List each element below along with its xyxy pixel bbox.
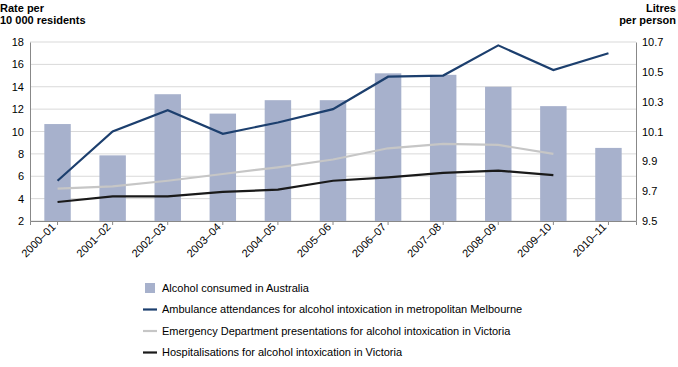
tick-label: 9.7: [642, 185, 657, 197]
tick-label: 14: [12, 81, 24, 93]
legend-label: Ambulance attendances for alcohol intoxi…: [162, 303, 522, 315]
axis-line: [30, 43, 31, 222]
tick-label: 2004–05: [239, 221, 278, 260]
tick-label: 2010–11: [570, 221, 608, 259]
legend-label: Alcohol consumed in Australia: [162, 282, 310, 294]
tick: 2000–01: [19, 221, 58, 260]
grid: [30, 42, 636, 221]
tick-label: 10.3: [642, 96, 663, 108]
bar: [430, 75, 456, 221]
grid-line: [30, 64, 636, 65]
tick: 9.7: [636, 185, 657, 197]
tick: 2006–07: [349, 221, 388, 260]
line: [58, 171, 554, 202]
tick: 10.7: [636, 36, 663, 48]
tick: 2003–04: [184, 221, 223, 260]
tick-label: 2: [18, 215, 24, 227]
tick: 10: [12, 126, 30, 138]
bar: [595, 148, 621, 221]
plot-area: [44, 45, 621, 221]
chart: 2 4 6 8 10 12 14 16 18 9.5 9.7 9.9 10.1 10.3 10.5 10.7 2…: [0, 0, 678, 367]
tick: 4: [18, 193, 30, 205]
tick-mark: [277, 221, 278, 225]
tick-label: 2007–08: [405, 221, 444, 260]
line: [58, 144, 554, 189]
tick-label: 2006–07: [349, 221, 388, 260]
tick-label: 2008–09: [460, 221, 499, 260]
tick-label: 16: [12, 58, 24, 70]
bar: [540, 106, 566, 221]
x-axis: 2000–01 2001–02 2002–03 2003–04 2004–05 2005–…: [19, 221, 637, 260]
tick-mark: [498, 221, 499, 225]
tick: 9.5: [636, 215, 657, 227]
axis-title: Litresper person: [619, 2, 676, 26]
tick-label: 2009–10: [515, 221, 554, 260]
tick-label: 9.5: [642, 215, 657, 227]
tick-label: 8: [18, 148, 24, 160]
legend-swatch: [143, 351, 157, 353]
tick-mark: [388, 221, 389, 225]
tick: 14: [12, 81, 30, 93]
tick-label: 18: [12, 36, 24, 48]
tick-label: 9.9: [642, 155, 657, 167]
bar: [99, 155, 125, 221]
tick: 2001–02: [74, 221, 113, 260]
grid-line: [30, 86, 636, 87]
y-axis: 2 4 6 8 10 12 14 16 18: [12, 36, 31, 227]
tick-label: 10.1: [642, 126, 663, 138]
tick-label: 10: [12, 126, 24, 138]
tick: 18: [12, 36, 30, 48]
tick-label: 2002–03: [129, 221, 168, 260]
tick-label: 2003–04: [184, 221, 223, 260]
tick: 2008–09: [460, 221, 499, 260]
legend-label: Emergency Department presentations for a…: [162, 325, 511, 337]
tick-mark: [553, 221, 554, 225]
legend: Alcohol consumed in Australia Ambulance a…: [143, 282, 522, 359]
tick-label: 2005–06: [294, 221, 333, 260]
tick: 10.3: [636, 96, 663, 108]
tick: 2: [18, 215, 30, 227]
tick-label: 10.5: [642, 66, 663, 78]
tick-label: 2001–02: [74, 221, 113, 260]
tick: 10.1: [636, 126, 663, 138]
tick: 2004–05: [239, 221, 278, 260]
tick-label: 2000–01: [19, 221, 58, 260]
tick-mark: [57, 221, 58, 225]
tick: 2007–08: [405, 221, 444, 260]
tick-label: 10.7: [642, 36, 663, 48]
tick-mark: [608, 221, 609, 225]
axis-line: [636, 43, 637, 222]
y2-axis: 9.5 9.7 9.9 10.1 10.3 10.5 10.7: [636, 36, 663, 227]
legend-swatch: [145, 283, 155, 293]
tick-mark: [333, 221, 334, 225]
tick: 12: [12, 103, 30, 115]
tick-mark: [167, 221, 168, 225]
legend-swatch: [143, 330, 157, 332]
tick: 16: [12, 58, 30, 70]
tick: 9.9: [636, 155, 657, 167]
tick: 8: [18, 148, 30, 160]
tick-mark: [222, 221, 223, 225]
tick: 2009–10: [515, 221, 554, 260]
tick-label: 4: [18, 193, 24, 205]
tick-mark: [112, 221, 113, 225]
legend-label: Hospitalisations for alcohol intoxicatio…: [162, 346, 403, 358]
axis-title: Rate per10 000 residents: [0, 2, 86, 26]
tick: 2002–03: [129, 221, 168, 260]
grid-line: [30, 42, 636, 43]
tick: 10.5: [636, 66, 663, 78]
tick-label: 12: [12, 103, 24, 115]
legend-swatch: [143, 308, 157, 310]
tick-label: 6: [18, 170, 24, 182]
tick-mark: [443, 221, 444, 225]
tick: 2005–06: [294, 221, 333, 260]
tick: 2010–11: [570, 221, 608, 259]
tick: 6: [18, 170, 30, 182]
bar: [485, 87, 511, 221]
bar: [265, 100, 291, 221]
